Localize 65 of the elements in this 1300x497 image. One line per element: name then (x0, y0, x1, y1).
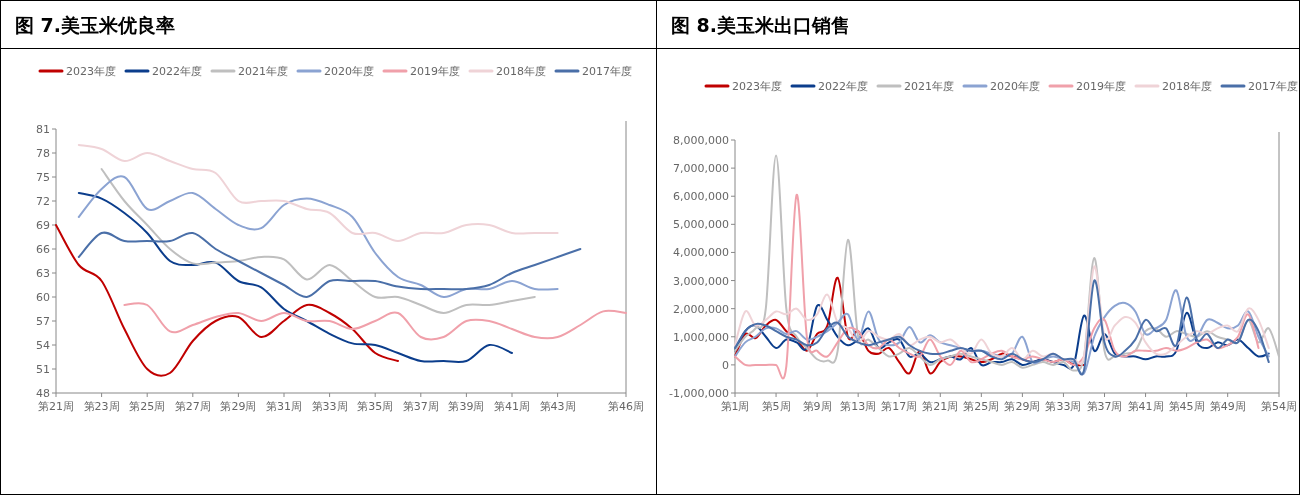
y-tick-label: 54 (36, 339, 50, 352)
y-tick-label: 72 (36, 195, 50, 208)
legend-label: 2017年度 (582, 65, 632, 78)
y-tick-label: 51 (36, 363, 50, 376)
y-tick-label: 63 (36, 267, 50, 280)
x-tick-label: 第41周 (1127, 400, 1164, 413)
x-tick-label: 第43周 (539, 400, 576, 413)
x-tick-label: 第33周 (311, 400, 348, 413)
y-tick-label: 78 (36, 147, 50, 160)
x-tick-label: 第41周 (494, 400, 530, 413)
y-tick-label: 57 (36, 315, 50, 328)
y-tick-label: 81 (36, 123, 50, 136)
legend-label: 2020年度 (990, 80, 1040, 93)
x-tick-label: 第1周 (720, 400, 750, 413)
x-tick-label: 第27周 (174, 400, 211, 413)
y-tick-label: 6,000,000 (673, 190, 729, 204)
y-tick-label: 3,000,000 (673, 274, 729, 288)
x-tick-label: 第29周 (1004, 400, 1041, 413)
chart-title: 图 8.美玉米出口销售 (657, 1, 1299, 49)
legend-label: 2021年度 (238, 65, 288, 78)
x-tick-label: 第13周 (840, 400, 877, 413)
legend-label: 2021年度 (904, 80, 954, 93)
legend-label: 2018年度 (496, 65, 546, 78)
x-tick-label: 第25周 (129, 400, 166, 413)
legend-label: 2023年度 (66, 65, 116, 78)
x-tick-label: 第37周 (1086, 400, 1123, 413)
x-tick-label: 第37周 (402, 400, 439, 413)
legend-label: 2022年度 (818, 80, 868, 93)
x-tick-label: 第5周 (761, 400, 791, 413)
y-tick-label: 0 (722, 358, 729, 372)
y-tick-label: 7,000,000 (673, 162, 729, 176)
y-tick-label: 75 (36, 171, 50, 184)
y-tick-label: 8,000,000 (673, 134, 729, 147)
y-tick-label: 48 (36, 387, 50, 400)
x-tick-label: 第29周 (220, 400, 257, 413)
x-tick-label: 第23周 (83, 400, 120, 413)
x-tick-label: 第9周 (802, 400, 832, 413)
legend-label: 2018年度 (1162, 80, 1212, 93)
x-tick-label: 第31周 (266, 400, 302, 413)
y-tick-label: 4,000,000 (673, 246, 729, 260)
y-tick-label: -1,000,000 (669, 387, 729, 400)
y-tick-label: 1,000,000 (673, 330, 729, 344)
x-tick-label: 第46周 (608, 400, 644, 413)
x-tick-label: 第39周 (448, 400, 485, 413)
legend-label: 2017年度 (1248, 80, 1298, 93)
chart-title: 图 7.美玉米优良率 (1, 1, 656, 49)
legend-label: 2019年度 (410, 65, 460, 78)
y-tick-label: 60 (36, 291, 50, 304)
y-tick-label: 2,000,000 (673, 302, 729, 316)
x-tick-label: 第35周 (357, 400, 394, 413)
x-tick-label: 第49周 (1209, 400, 1246, 413)
x-tick-label: 第45周 (1168, 400, 1205, 413)
x-tick-label: 第54周 (1261, 400, 1297, 413)
legend-label: 2023年度 (732, 80, 782, 93)
x-tick-label: 第25周 (963, 400, 1000, 413)
x-tick-label: 第17周 (881, 400, 918, 413)
y-tick-label: 66 (36, 243, 50, 256)
y-tick-label: 5,000,000 (673, 218, 729, 232)
x-tick-label: 第33周 (1045, 400, 1082, 413)
legend-label: 2019年度 (1076, 80, 1126, 93)
x-tick-label: 第21周 (38, 400, 74, 413)
legend-label: 2022年度 (152, 65, 202, 78)
legend-label: 2020年度 (324, 65, 374, 78)
x-tick-label: 第21周 (922, 400, 959, 413)
y-tick-label: 69 (36, 219, 50, 232)
